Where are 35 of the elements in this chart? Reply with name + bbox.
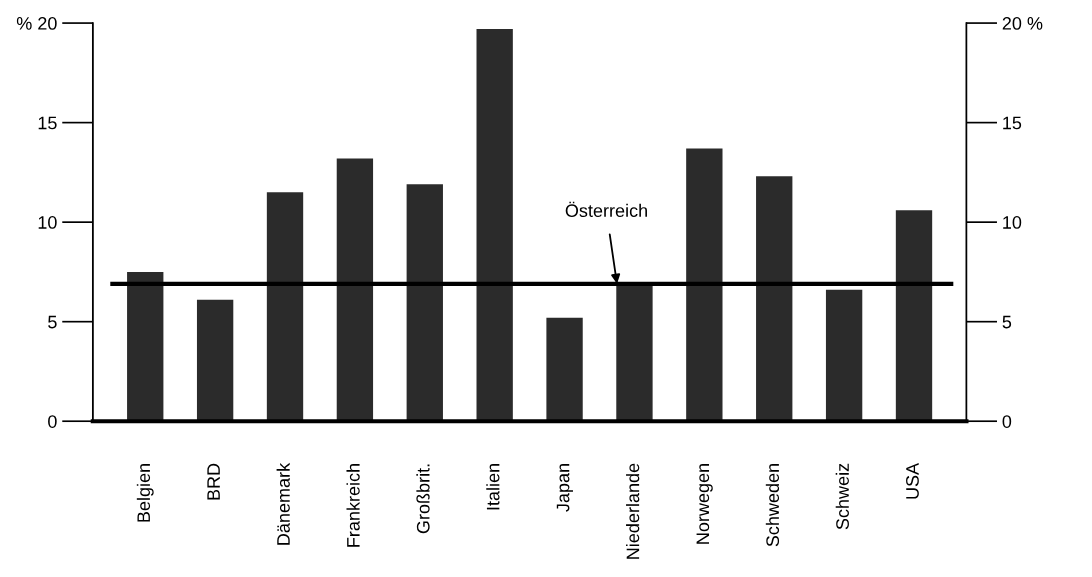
x-tick-label: Frankreich	[346, 464, 360, 547]
x-tick-label: Belgien	[136, 464, 154, 522]
bar	[336, 158, 374, 422]
bar	[406, 184, 443, 422]
y-tick-label: % 20	[16, 17, 57, 30]
bar	[895, 210, 933, 422]
y2-tick-label: 5	[1002, 315, 1012, 329]
bar	[476, 29, 513, 422]
ref-line-label: Österreich	[565, 201, 647, 218]
bar	[546, 317, 583, 422]
y2-tick-label: 20 %	[1002, 17, 1043, 30]
y-tick-label: 5	[48, 315, 57, 329]
bar	[756, 176, 793, 422]
y2-tick-label: 0	[1002, 415, 1012, 428]
x-tick-label: Schweiz	[835, 463, 849, 530]
bar	[127, 271, 164, 422]
bar	[196, 299, 234, 422]
x-tick-label: Japan	[556, 464, 573, 512]
x-tick-label: BRD	[207, 463, 220, 500]
y2-tick-label: 10	[1003, 216, 1022, 229]
x-tick-label: Dänemark	[276, 462, 290, 545]
y-tick-label: 0	[48, 415, 57, 428]
x-tick-label: Großbrit.	[416, 464, 430, 534]
bar	[825, 289, 863, 422]
x-tick-label: Italien	[486, 464, 500, 510]
bar	[686, 148, 723, 422]
y-tick-label: 15	[38, 116, 57, 130]
x-tick-label: Norwegen	[696, 464, 713, 544]
bar	[266, 192, 304, 422]
y-tick-label: 10	[38, 216, 57, 229]
x-tick-label: USA	[906, 462, 919, 499]
y2-tick-label: 15	[1003, 116, 1022, 130]
x-tick-label: Schweden	[765, 464, 780, 547]
x-tick-label: Niederlande	[626, 463, 640, 559]
bar	[616, 283, 653, 422]
